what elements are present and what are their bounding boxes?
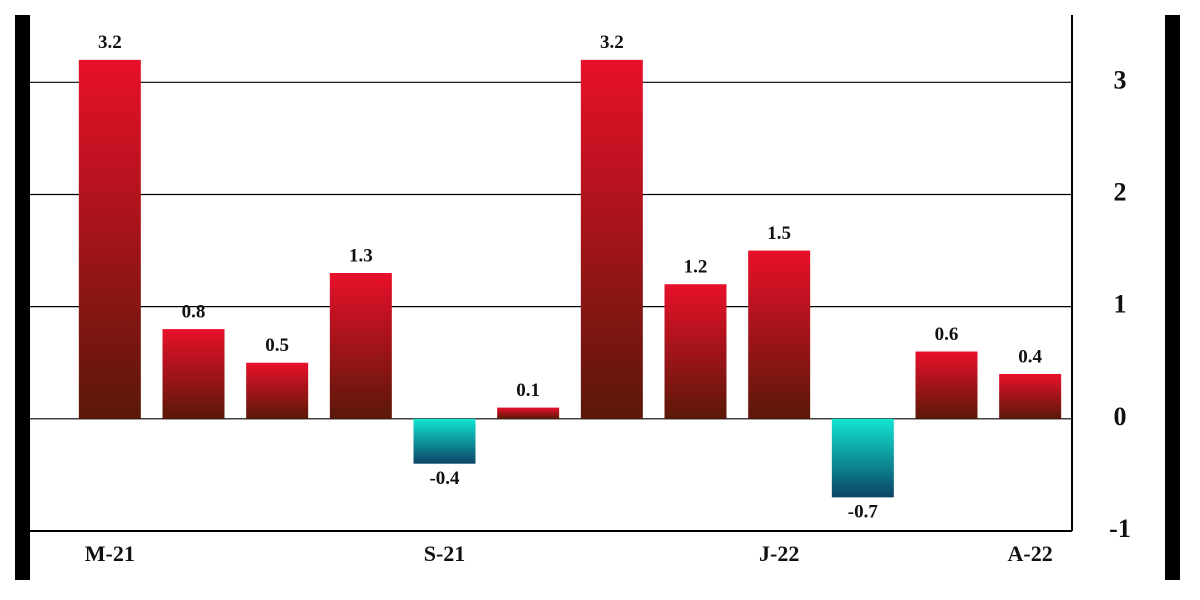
y-tick-label: 0 [1114,402,1127,431]
x-tick-label: J-22 [759,541,799,566]
bar [413,418,476,464]
value-label: 0.4 [1018,346,1042,367]
value-label: -0.7 [848,502,879,523]
bar [580,59,643,419]
x-tick-label: S-21 [424,541,466,566]
bar [999,373,1062,419]
x-tick-label: A-22 [1008,541,1053,566]
y-tick-label: -1 [1109,514,1131,543]
value-label: 1.3 [349,245,373,266]
bar [246,362,309,419]
x-tick-label: M-21 [85,541,135,566]
bar [329,273,392,419]
value-label: 0.1 [516,380,540,401]
bar [915,351,978,419]
y-tick-label: 2 [1114,177,1127,206]
bar [78,59,141,419]
value-label: 0.8 [182,301,206,322]
bar [831,418,894,498]
y-tick-label: 1 [1114,290,1127,319]
bar [162,329,225,419]
value-label: 1.2 [684,257,708,278]
bar [664,284,727,419]
value-label: -0.4 [429,468,460,489]
value-label: 0.5 [265,335,289,356]
value-label: 3.2 [600,32,624,53]
left-frame [15,15,30,580]
bar [748,250,811,419]
bar [497,407,560,419]
value-label: 1.5 [767,223,791,244]
value-label: 3.2 [98,32,122,53]
value-label: 0.6 [935,324,959,345]
y-tick-label: 3 [1114,65,1127,94]
right-frame [1165,15,1180,580]
